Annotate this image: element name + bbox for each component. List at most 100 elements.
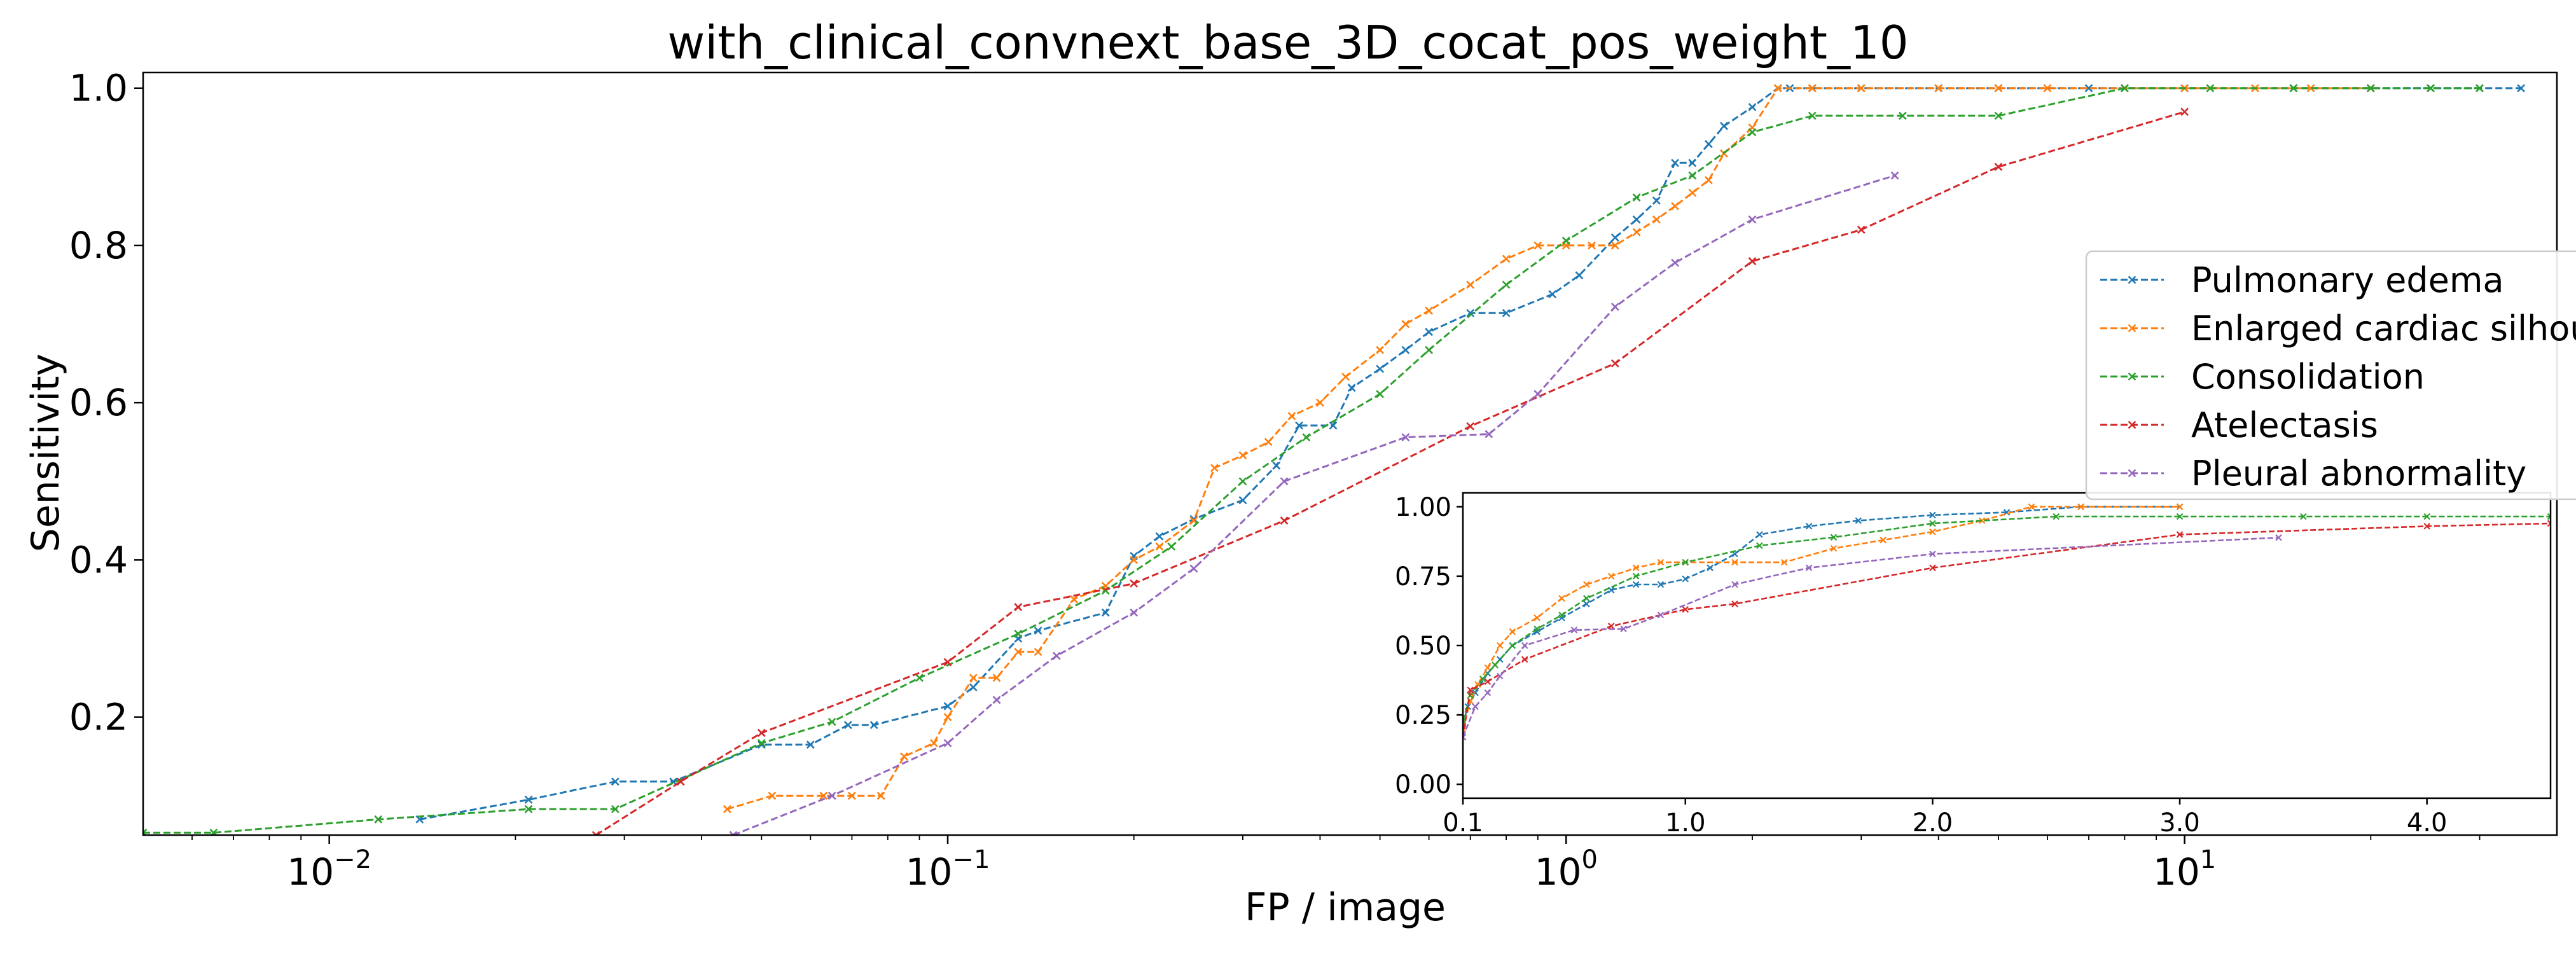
data-point-pulmonary-edema <box>869 721 878 729</box>
data-point-consolidation <box>757 738 766 747</box>
inset-x-tick-label: 3.0 <box>2159 808 2200 838</box>
data-point-enlarged-cardiac-silhouette <box>1534 241 1542 250</box>
legend-label-pulmonary-edema: Pulmonary edema <box>2191 260 2504 300</box>
data-point-consolidation <box>1425 345 1434 354</box>
series-line-enlarged-cardiac-silhouette <box>726 87 2371 810</box>
y-axis-label: Sensitivity <box>24 354 68 552</box>
inset-data-point-enlarged-cardiac-silhouette <box>1632 564 1640 572</box>
inset-data-point-atelectasis <box>2547 520 2551 527</box>
data-point-enlarged-cardiac-silhouette <box>1502 254 1511 263</box>
inset-y-tick-label: 0.00 <box>1395 770 1451 799</box>
x-axis-label: FP / image <box>1245 885 1446 930</box>
data-point-pulmonary-edema <box>1671 158 1679 167</box>
data-point-enlarged-cardiac-silhouette <box>1264 438 1273 446</box>
data-point-enlarged-cardiac-silhouette <box>1857 84 1866 93</box>
data-point-enlarged-cardiac-silhouette <box>1287 411 1296 420</box>
data-point-enlarged-cardiac-silhouette <box>1773 84 1782 93</box>
inset-data-point-consolidation <box>1682 558 1689 566</box>
inset-data-point-atelectasis <box>1484 678 1492 686</box>
data-point-enlarged-cardiac-silhouette <box>1014 647 1023 656</box>
inset-data-point-enlarged-cardiac-silhouette <box>1929 528 1936 536</box>
legend: Pulmonary edema Enlarged cardiac silhouet… <box>2085 250 2576 501</box>
legend-label-pleural-abnormality: Pleural abnormality <box>2191 453 2526 494</box>
inset-data-point-consolidation <box>1509 642 1516 649</box>
inset-data-point-consolidation <box>1467 692 1474 699</box>
data-point-pulmonary-edema <box>1548 290 1557 298</box>
data-point-enlarged-cardiac-silhouette <box>1466 280 1475 289</box>
data-point-atelectasis <box>1130 579 1139 588</box>
data-point-pulmonary-edema <box>806 740 815 749</box>
data-point-pleural-abnormality <box>1130 608 1139 617</box>
inset-data-point-pulmonary-edema <box>1607 586 1615 594</box>
data-point-pulmonary-edema <box>611 777 620 786</box>
inset-data-point-atelectasis <box>2176 531 2184 538</box>
legend-item-consolidation: Consolidation <box>2100 357 2425 397</box>
data-point-pulmonary-edema <box>1101 608 1110 617</box>
data-point-pulmonary-edema <box>1502 308 1511 317</box>
data-point-enlarged-cardiac-silhouette <box>1994 84 2003 93</box>
data-point-pleural-abnormality <box>1189 564 1198 573</box>
inset-data-point-pulmonary-edema <box>1707 564 1714 572</box>
data-point-pulmonary-edema <box>1466 308 1475 317</box>
legend-marker-consolidation <box>2128 372 2136 381</box>
data-point-pleural-abnormality <box>1280 477 1289 486</box>
inset-x-tick-label: 1.0 <box>1665 808 1706 838</box>
inset-data-point-enlarged-cardiac-silhouette <box>1484 664 1492 672</box>
data-point-enlarged-cardiac-silhouette <box>1376 345 1385 354</box>
data-point-pulmonary-edema <box>1329 421 1338 430</box>
inset-y-tick-label: 1.00 <box>1395 493 1451 522</box>
inset-data-point-atelectasis <box>1521 656 1528 663</box>
data-point-enlarged-cardiac-silhouette <box>768 791 777 800</box>
data-point-pulmonary-edema <box>2517 84 2526 93</box>
inset-data-point-atelectasis <box>1467 686 1474 694</box>
data-point-enlarged-cardiac-silhouette <box>1808 84 1817 93</box>
y-tick-label: 0.6 <box>69 381 128 424</box>
data-point-enlarged-cardiac-silhouette <box>969 674 978 682</box>
inset-data-point-consolidation <box>2423 513 2430 520</box>
inset-data-point-enlarged-cardiac-silhouette <box>1880 536 1887 544</box>
inset-data-point-atelectasis <box>1607 623 1615 630</box>
y-tick-label: 1.0 <box>69 67 128 110</box>
inset-data-point-enlarged-cardiac-silhouette <box>1830 544 1838 552</box>
data-point-consolidation <box>1238 477 1247 486</box>
inset-data-point-pleural-abnormality <box>1484 689 1492 696</box>
inset-data-point-consolidation <box>1929 520 1936 527</box>
inset-data-point-pulmonary-edema <box>1756 531 1763 538</box>
legend-item-atelectasis: Atelectasis <box>2100 405 2378 445</box>
inset-data-point-pleural-abnormality <box>1805 564 1813 572</box>
data-point-pleural-abnormality <box>729 831 738 835</box>
data-point-enlarged-cardiac-silhouette <box>1130 555 1139 564</box>
data-point-atelectasis <box>1280 516 1289 525</box>
data-point-consolidation <box>1632 193 1641 202</box>
y-tick-label: 0.2 <box>69 696 128 739</box>
y-tick-label: 0.8 <box>69 224 128 267</box>
data-point-enlarged-cardiac-silhouette <box>1688 188 1697 197</box>
series-atelectasis <box>592 107 2189 835</box>
data-point-pulmonary-edema <box>1720 121 1728 130</box>
data-point-atelectasis <box>1748 257 1757 266</box>
data-point-pulmonary-edema <box>1272 461 1281 470</box>
inset-data-point-pleural-abnormality <box>1570 626 1578 633</box>
data-point-pleural-abnormality <box>1610 302 1619 311</box>
data-point-pleural-abnormality <box>1534 390 1542 398</box>
inset-y-tick-label: 0.50 <box>1395 632 1451 661</box>
inset-data-point-enlarged-cardiac-silhouette <box>1583 581 1590 588</box>
y-tick-label: 0.4 <box>69 538 128 581</box>
data-point-enlarged-cardiac-silhouette <box>1341 372 1350 381</box>
data-point-pleural-abnormality <box>943 738 952 747</box>
data-point-pulmonary-edema <box>1425 328 1434 336</box>
data-point-atelectasis <box>676 777 685 786</box>
data-point-pleural-abnormality <box>1401 433 1410 441</box>
data-point-pulmonary-edema <box>1155 532 1164 541</box>
legend-marker-pleural-abnormality <box>2128 469 2136 478</box>
data-point-pulmonary-edema <box>843 721 852 729</box>
inset-x-tick-label: 0.1 <box>1443 808 1483 838</box>
data-point-consolidation <box>2120 84 2129 93</box>
inset-data-point-pleural-abnormality <box>1929 550 1936 558</box>
data-point-atelectasis <box>1014 603 1023 611</box>
x-tick-label: 10−1 <box>906 845 990 894</box>
inset-data-point-consolidation <box>1534 625 1541 633</box>
inset-data-point-enlarged-cardiac-silhouette <box>2176 503 2184 511</box>
inset-series-line-atelectasis <box>1463 522 2551 738</box>
